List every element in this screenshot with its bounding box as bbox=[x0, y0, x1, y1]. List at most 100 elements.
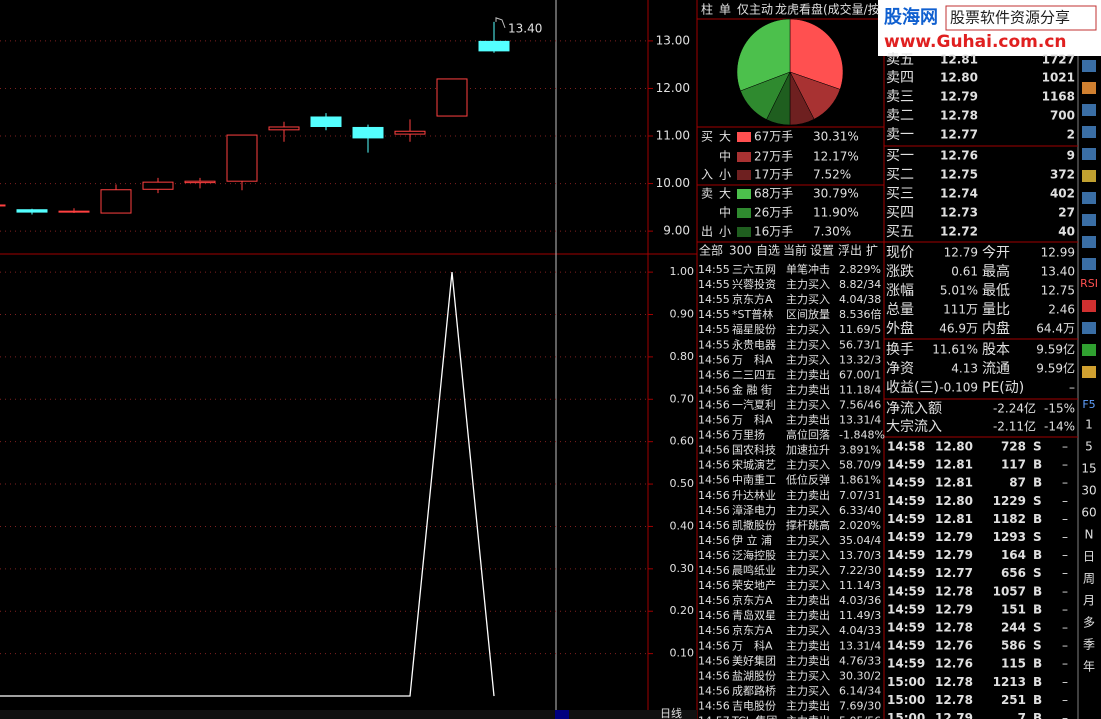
tool-icon[interactable] bbox=[1082, 126, 1096, 138]
radar-value[interactable]: 6.33/40 bbox=[839, 504, 881, 517]
radar-type[interactable]: 高位回落 bbox=[786, 428, 830, 442]
radar-type[interactable]: 主力买入 bbox=[786, 669, 830, 682]
radar-value[interactable]: 4.04/33 bbox=[839, 624, 881, 637]
radar-type[interactable]: 主力卖出 bbox=[786, 488, 830, 502]
radar-stock[interactable]: *ST普林 bbox=[732, 307, 773, 321]
radar-type[interactable]: 主力买入 bbox=[786, 624, 830, 637]
radar-stock[interactable]: 万 科A bbox=[732, 638, 773, 652]
tool-icon[interactable] bbox=[1082, 344, 1096, 356]
radar-value[interactable]: 8.82/34 bbox=[839, 278, 881, 291]
period-button[interactable]: N bbox=[1085, 528, 1094, 542]
radar-value[interactable]: 4.04/38 bbox=[839, 293, 881, 306]
period-button[interactable]: 年 bbox=[1083, 660, 1095, 674]
radar-value[interactable]: 7.69/30 bbox=[839, 699, 881, 712]
radar-stock[interactable]: 青岛双星 bbox=[732, 608, 776, 622]
radar-tab[interactable]: 扩 bbox=[866, 244, 878, 258]
radar-time[interactable]: 14:57 bbox=[698, 715, 730, 719]
radar-stock[interactable]: 三六五网 bbox=[732, 263, 776, 276]
radar-tab[interactable]: 设置 bbox=[810, 244, 834, 258]
radar-value[interactable]: 11.14/3 bbox=[839, 579, 881, 592]
period-button[interactable]: 多 bbox=[1083, 616, 1095, 630]
radar-time[interactable]: 14:55 bbox=[698, 323, 730, 336]
radar-time[interactable]: 14:56 bbox=[698, 429, 730, 442]
radar-value[interactable]: 1.861% bbox=[839, 474, 881, 487]
radar-time[interactable]: 14:55 bbox=[698, 263, 730, 276]
radar-value[interactable]: 7.56/46 bbox=[839, 398, 881, 411]
radar-type[interactable]: 单笔冲击 bbox=[786, 262, 830, 276]
toolbar-tab[interactable]: 仅主动 bbox=[737, 3, 773, 17]
radar-value[interactable]: 7.07/31 bbox=[839, 489, 881, 502]
radar-type[interactable]: 主力卖出 bbox=[786, 714, 830, 719]
radar-type[interactable]: 主力买入 bbox=[786, 293, 830, 306]
radar-value[interactable]: 8.536倍 bbox=[839, 307, 882, 321]
period-button[interactable]: 5 bbox=[1085, 440, 1093, 454]
radar-type[interactable]: 撑杆跳高 bbox=[786, 518, 830, 532]
radar-tab[interactable]: 自选 bbox=[756, 244, 780, 258]
period-button[interactable]: 日 bbox=[1083, 550, 1095, 564]
radar-time[interactable]: 14:56 bbox=[698, 398, 730, 411]
sidebar-rsi[interactable]: RSI bbox=[1080, 277, 1098, 290]
radar-stock[interactable]: 福星股份 bbox=[732, 322, 776, 336]
radar-value[interactable]: 3.891% bbox=[839, 444, 881, 457]
radar-type[interactable]: 区间放量 bbox=[786, 307, 830, 321]
radar-value[interactable]: 11.18/4 bbox=[839, 383, 881, 396]
radar-type[interactable]: 主力卖出 bbox=[786, 593, 830, 607]
radar-stock[interactable]: 京东方A bbox=[732, 623, 773, 637]
radar-tab[interactable]: 当前 bbox=[783, 243, 807, 258]
radar-stock[interactable]: 永贵电器 bbox=[732, 337, 776, 351]
radar-stock[interactable]: 二三四五 bbox=[732, 368, 776, 381]
tool-icon[interactable] bbox=[1082, 214, 1096, 226]
period-button[interactable]: 30 bbox=[1081, 484, 1096, 498]
radar-type[interactable]: 主力买入 bbox=[786, 338, 830, 351]
radar-stock[interactable]: TCL 集团 bbox=[731, 714, 777, 719]
radar-time[interactable]: 14:56 bbox=[698, 459, 730, 472]
radar-stock[interactable]: 一汽夏利 bbox=[732, 397, 776, 411]
radar-tab[interactable]: 300 bbox=[729, 244, 752, 258]
tool-icon[interactable] bbox=[1082, 322, 1096, 334]
radar-stock[interactable]: 漳泽电力 bbox=[732, 503, 776, 517]
radar-type[interactable]: 主力买入 bbox=[786, 549, 830, 562]
tool-icon[interactable] bbox=[1082, 170, 1096, 182]
radar-time[interactable]: 14:56 bbox=[698, 579, 730, 592]
radar-tab[interactable]: 全部 bbox=[699, 243, 723, 258]
radar-value[interactable]: 11.69/5 bbox=[839, 323, 881, 336]
radar-value[interactable]: 5.05/56 bbox=[839, 715, 881, 719]
radar-time[interactable]: 14:56 bbox=[698, 669, 730, 682]
radar-type[interactable]: 主力卖出 bbox=[786, 608, 830, 622]
radar-stock[interactable]: 成都路桥 bbox=[732, 684, 776, 697]
radar-stock[interactable]: 晨鸣纸业 bbox=[732, 563, 776, 577]
radar-value[interactable]: 56.73/1 bbox=[839, 338, 881, 351]
radar-type[interactable]: 主力买入 bbox=[786, 684, 830, 697]
tool-icon[interactable] bbox=[1082, 258, 1096, 270]
radar-time[interactable]: 14:56 bbox=[698, 594, 730, 607]
period-button[interactable]: 月 bbox=[1083, 594, 1095, 608]
radar-stock[interactable]: 伊 立 浦 bbox=[732, 533, 772, 547]
radar-time[interactable]: 14:55 bbox=[698, 338, 730, 351]
radar-time[interactable]: 14:56 bbox=[698, 534, 730, 547]
radar-value[interactable]: 6.14/34 bbox=[839, 684, 881, 697]
radar-type[interactable]: 主力买入 bbox=[786, 579, 830, 592]
radar-stock[interactable]: 美好集团 bbox=[732, 653, 776, 667]
radar-stock[interactable]: 泛海控股 bbox=[732, 548, 776, 562]
radar-time[interactable]: 14:56 bbox=[698, 639, 730, 652]
tool-icon[interactable] bbox=[1082, 366, 1096, 378]
radar-time[interactable]: 14:55 bbox=[698, 308, 730, 321]
radar-type[interactable]: 主力卖出 bbox=[786, 367, 830, 381]
radar-time[interactable]: 14:56 bbox=[698, 489, 730, 502]
radar-type[interactable]: 主力买入 bbox=[786, 504, 830, 517]
radar-time[interactable]: 14:56 bbox=[698, 444, 730, 457]
period-button[interactable]: 周 bbox=[1083, 572, 1095, 586]
radar-value[interactable]: 2.020% bbox=[839, 519, 881, 532]
radar-type[interactable]: 主力卖出 bbox=[786, 413, 830, 427]
radar-value[interactable]: 7.22/30 bbox=[839, 564, 881, 577]
radar-type[interactable]: 主力买入 bbox=[786, 353, 830, 366]
radar-type[interactable]: 主力买入 bbox=[786, 459, 830, 472]
radar-time[interactable]: 14:56 bbox=[698, 383, 730, 396]
radar-stock[interactable]: 金 融 街 bbox=[732, 382, 772, 396]
tool-icon[interactable] bbox=[1082, 148, 1096, 160]
radar-stock[interactable]: 万 科A bbox=[732, 413, 773, 427]
radar-value[interactable]: 4.03/36 bbox=[839, 594, 881, 607]
radar-value[interactable]: 58.70/9 bbox=[839, 459, 881, 472]
radar-value[interactable]: -1.848% bbox=[839, 429, 885, 442]
radar-value[interactable]: 13.32/3 bbox=[839, 353, 881, 366]
